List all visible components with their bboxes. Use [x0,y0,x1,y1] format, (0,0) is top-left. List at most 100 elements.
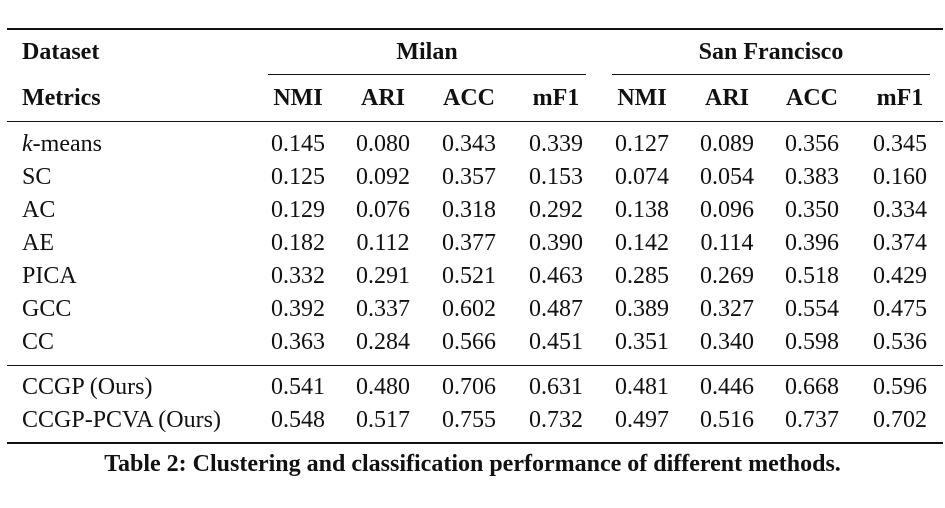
table-cell: 0.497 [615,407,669,433]
table-cell: 0.357 [442,164,496,190]
method-label: AC [22,197,56,223]
table-cell: 0.327 [700,296,754,322]
method-label: SC [22,164,52,190]
table-cell: 0.451 [529,329,583,355]
dataset-header: Dataset [22,39,100,65]
table-cell: 0.374 [873,230,927,256]
table-cell: 0.125 [271,164,325,190]
table-cell: 0.350 [785,197,839,223]
table-cell: 0.516 [700,407,754,433]
table-cell: 0.182 [271,230,325,256]
table-cell: 0.536 [873,329,927,355]
table-cell: 0.096 [700,197,754,223]
table-cell: 0.737 [785,407,839,433]
milan-group-rule [268,74,586,75]
table-cell: 0.487 [529,296,583,322]
table-cell: 0.054 [700,164,754,190]
table-cell: 0.755 [442,407,496,433]
method-label: CCGP-PCVA (Ours) [22,407,221,433]
method-name: -means [32,131,102,157]
table-cell: 0.284 [356,329,410,355]
table-cell: 0.160 [873,164,927,190]
method-label: CC [22,329,55,355]
table-cell: 0.285 [615,263,669,289]
table-cell: 0.092 [356,164,410,190]
table-cell: 0.080 [356,131,410,157]
method-prefix: k [22,131,33,157]
table-cell: 0.732 [529,407,583,433]
san-francisco-group-rule [612,74,930,75]
table-cell: 0.566 [442,329,496,355]
table-cell: 0.142 [615,230,669,256]
table-cell: 0.351 [615,329,669,355]
table-cell: 0.480 [356,374,410,400]
table-cell: 0.153 [529,164,583,190]
table-cell: 0.392 [271,296,325,322]
method-label: CCGP (Ours) [22,374,153,400]
mid-rule [7,365,943,366]
method-label: GCC [22,296,72,322]
table-cell: 0.074 [615,164,669,190]
table-cell: 0.269 [700,263,754,289]
table-cell: 0.668 [785,374,839,400]
method-label: AE [22,230,54,256]
metric-header: ARI [360,85,405,111]
table-cell: 0.631 [529,374,583,400]
table-cell: 0.127 [615,131,669,157]
table-cell: 0.343 [442,131,496,157]
table-cell: 0.518 [785,263,839,289]
table-cell: 0.339 [529,131,583,157]
table-cell: 0.554 [785,296,839,322]
table-cell: 0.114 [700,230,754,256]
table-cell: 0.337 [356,296,410,322]
bottom-rule [7,442,943,444]
metric-header: mF1 [876,85,924,111]
table-cell: 0.345 [873,131,927,157]
table-cell: 0.340 [700,329,754,355]
table-cell: 0.598 [785,329,839,355]
group-header-san-francisco: San Francisco [698,39,844,65]
table-cell: 0.356 [785,131,839,157]
table-cell: 0.089 [700,131,754,157]
table-cell: 0.517 [356,407,410,433]
table-cell: 0.076 [356,197,410,223]
top-rule [7,28,943,30]
table-cell: 0.334 [873,197,927,223]
metric-header: NMI [617,85,667,111]
table-cell: 0.332 [271,263,325,289]
table-cell: 0.291 [356,263,410,289]
metric-header: mF1 [532,85,580,111]
method-label: PICA [22,263,77,289]
table-cell: 0.145 [271,131,325,157]
metric-header: ACC [443,85,495,111]
table-cell: 0.706 [442,374,496,400]
table-cell: 0.475 [873,296,927,322]
table-cell: 0.390 [529,230,583,256]
table-cell: 0.541 [271,374,325,400]
table-cell: 0.389 [615,296,669,322]
table-cell: 0.429 [873,263,927,289]
table-cell: 0.596 [873,374,927,400]
table-cell: 0.383 [785,164,839,190]
header-rule [7,121,943,122]
table-cell: 0.521 [442,263,496,289]
table-cell: 0.602 [442,296,496,322]
method-label: k-means [22,130,102,158]
table-caption: Table 2: Clustering and classification p… [104,451,841,477]
table-cell: 0.481 [615,374,669,400]
metric-header: ARI [704,85,749,111]
table-cell: 0.363 [271,329,325,355]
table-cell: 0.396 [785,230,839,256]
table-cell: 0.292 [529,197,583,223]
table-cell: 0.377 [442,230,496,256]
table-cell: 0.702 [873,407,927,433]
table-cell: 0.463 [529,263,583,289]
table-cell: 0.548 [271,407,325,433]
metric-header: ACC [786,85,838,111]
metric-header: NMI [273,85,323,111]
group-header-milan: Milan [396,39,458,65]
table-cell: 0.112 [356,230,410,256]
table-cell: 0.129 [271,197,325,223]
table-cell: 0.318 [442,197,496,223]
table-cell: 0.138 [615,197,669,223]
